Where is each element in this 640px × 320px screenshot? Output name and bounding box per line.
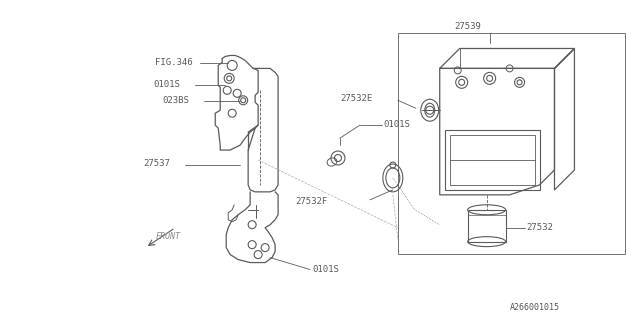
Text: 27537: 27537 bbox=[143, 159, 170, 169]
Bar bbox=[445, 130, 540, 190]
Bar bbox=[450, 135, 534, 185]
Bar bbox=[398, 33, 625, 253]
Text: 27539: 27539 bbox=[454, 22, 481, 31]
Text: FIG.346: FIG.346 bbox=[156, 58, 193, 67]
Text: 0101S: 0101S bbox=[312, 265, 339, 274]
Text: 0101S: 0101S bbox=[154, 80, 180, 89]
Text: 27532E: 27532E bbox=[340, 94, 372, 103]
Text: 27532: 27532 bbox=[527, 223, 554, 232]
Text: 023BS: 023BS bbox=[163, 96, 189, 105]
Text: 27532F: 27532F bbox=[295, 197, 327, 206]
Bar bbox=[468, 210, 506, 242]
Text: FRONT: FRONT bbox=[156, 232, 180, 241]
Text: 0101S: 0101S bbox=[384, 120, 411, 129]
Text: A266001015: A266001015 bbox=[509, 303, 559, 312]
